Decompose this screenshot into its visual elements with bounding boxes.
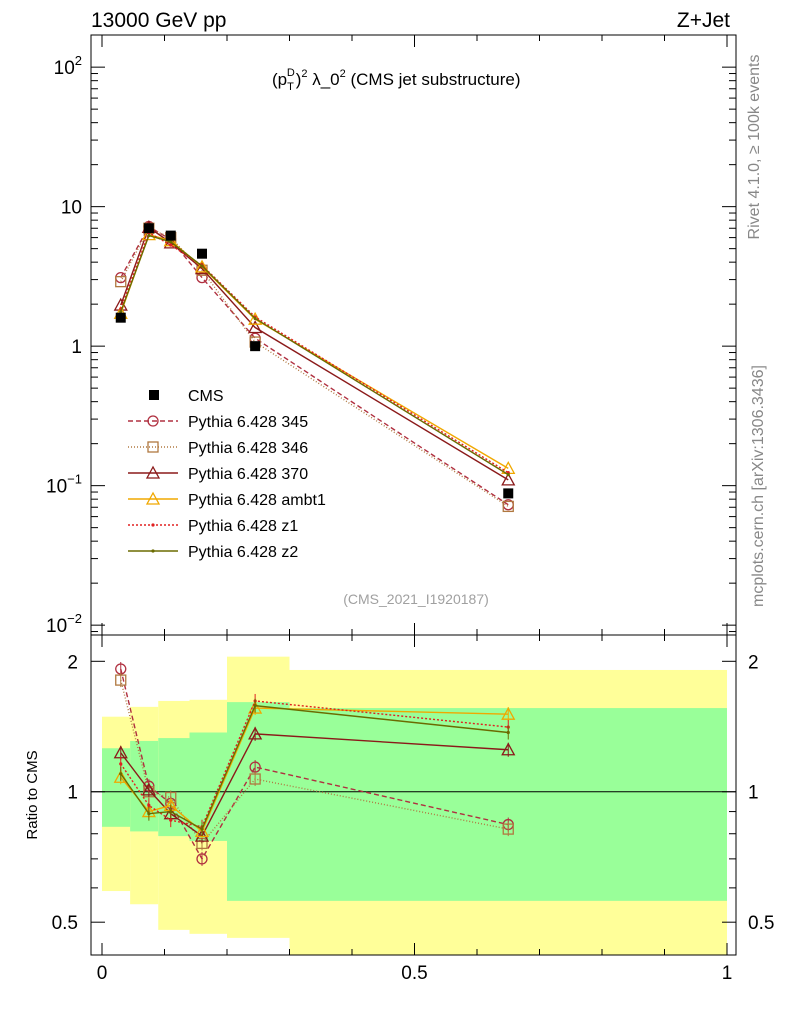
ratio-plot-frame <box>90 634 737 956</box>
data-point-marker <box>119 772 123 776</box>
analysis-watermark: (CMS_2021_I1920187) <box>343 591 489 607</box>
ratio-series-line <box>120 733 509 838</box>
data-point-marker <box>501 742 516 756</box>
data-point-marker <box>248 726 263 740</box>
rivet-version-text: Rivet 4.1.0, ≥ 100k events <box>746 55 763 240</box>
data-point-marker <box>194 259 210 273</box>
series-line <box>120 234 509 476</box>
main-series-group <box>113 220 516 513</box>
data-point-marker <box>147 441 159 453</box>
data-point-marker <box>253 316 257 321</box>
data-point-marker <box>113 769 128 783</box>
legend: CMS Pythia 6.428 345 Pythia 6.428 346 Pythi… <box>128 388 326 561</box>
data-point-marker <box>115 674 127 686</box>
series-line <box>120 233 509 469</box>
data-point-marker <box>196 853 208 865</box>
x-tick-label: 1 <box>722 963 733 984</box>
data-point-marker <box>506 473 510 477</box>
legend-label: Pythia 6.428 346 <box>188 440 308 457</box>
green-band-segment <box>102 748 131 827</box>
legend-label: Pythia 6.428 z1 <box>188 518 298 535</box>
data-point-marker <box>147 234 151 238</box>
data-point-marker <box>194 261 210 275</box>
x-tick-label: 0.5 <box>401 963 427 984</box>
y-tick-label: 1 <box>71 337 82 358</box>
data-point-marker <box>200 827 204 831</box>
series-line <box>120 231 509 474</box>
header-right: Z+Jet <box>677 9 730 32</box>
ratio-series-line <box>120 668 509 861</box>
data-point-marker <box>253 704 257 708</box>
data-point-marker <box>115 312 126 323</box>
data-point-marker <box>147 803 151 808</box>
y-tick-label: 10−2 <box>46 611 82 637</box>
data-point-marker <box>502 500 514 513</box>
ratio-tick-label-left: 0.5 <box>52 913 78 934</box>
data-point-marker <box>501 472 516 486</box>
data-point-marker <box>194 824 210 838</box>
data-point-marker <box>151 523 155 527</box>
ratio-tick-label-left: 2 <box>67 652 78 673</box>
green-band-segment <box>227 702 290 901</box>
ratio-series-group <box>113 661 516 866</box>
legend-label: Pythia 6.428 z2 <box>188 544 298 561</box>
data-point-marker <box>501 706 516 720</box>
data-point-marker <box>502 823 514 835</box>
legend-label: Pythia 6.428 ambt1 <box>188 492 326 509</box>
axis-ticks: 0 0.5 1 102 10 1 10−1 10−2 2 2 1 1 0.5 0.5 <box>46 35 774 984</box>
legend-label: Pythia 6.428 345 <box>188 414 308 431</box>
data-point-marker <box>248 320 263 334</box>
data-point-marker <box>141 782 156 796</box>
data-point-marker <box>194 828 210 842</box>
y-tick-label: 10−1 <box>46 472 82 498</box>
x-tick-label: 0 <box>97 963 108 984</box>
ratio-tick-label-right: 0.5 <box>748 913 774 934</box>
data-point-marker <box>145 491 161 505</box>
mcplots-reference-text: mcplots.cern.ch [arXiv:1306.3436] <box>750 365 767 607</box>
data-point-marker <box>503 488 514 499</box>
data-point-marker <box>169 818 173 822</box>
data-point-marker <box>145 465 161 479</box>
data-point-marker <box>149 390 159 400</box>
data-point-marker <box>506 730 510 735</box>
data-point-marker <box>169 240 173 244</box>
y-tick-label: 10 <box>61 198 82 219</box>
data-point-marker <box>250 341 261 352</box>
legend-label: CMS <box>188 388 224 405</box>
ratio-axis-label: Ratio to CMS <box>24 750 41 839</box>
y-tick-label: 102 <box>54 53 82 79</box>
data-point-marker <box>143 223 154 234</box>
data-point-marker <box>119 762 123 766</box>
header-left: 13000 GeV pp <box>91 9 226 32</box>
data-point-marker <box>169 243 173 247</box>
ratio-series-line <box>120 704 509 831</box>
data-point-marker <box>147 812 151 816</box>
data-point-marker <box>147 415 159 427</box>
data-point-marker <box>151 549 155 553</box>
series-line <box>120 227 509 507</box>
series-line <box>120 225 509 506</box>
ratio-tick-label-left: 1 <box>67 783 78 804</box>
uncertainty-bands <box>102 656 727 955</box>
ratio-tick-label-right: 2 <box>748 652 759 673</box>
data-point-marker <box>115 275 127 288</box>
chart-title: (pTD(p)2 λ_02 (CMS jet substructure) <box>272 67 521 93</box>
data-point-marker <box>169 809 173 814</box>
data-point-marker <box>249 773 261 785</box>
green-band-segment <box>158 738 190 837</box>
ratio-tick-label-right: 1 <box>748 783 759 804</box>
data-point-marker <box>200 264 204 268</box>
legend-label: Pythia 6.428 370 <box>188 466 308 483</box>
data-point-marker <box>197 248 207 259</box>
data-point-marker <box>165 230 176 241</box>
ratio-series-line <box>120 700 509 828</box>
